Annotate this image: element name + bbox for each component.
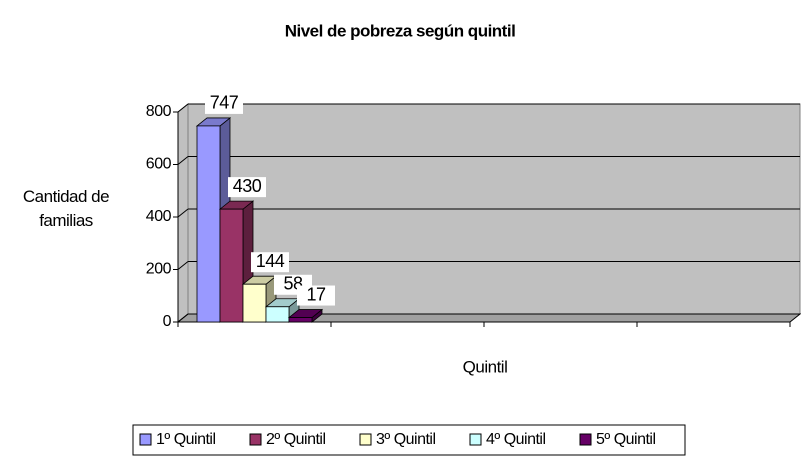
bar [242,283,267,323]
label-bg [251,252,289,273]
bar [219,208,244,323]
label-bg [228,177,266,198]
y-tick-label: 200 [146,261,172,278]
legend-box [132,424,686,456]
y-tick-label: 0 [163,313,172,330]
data-label: 430 [233,176,262,196]
legend-label: 5º Quintil [596,431,656,448]
bar [265,306,290,323]
grid-line [177,208,189,218]
data-label: 144 [256,251,285,271]
legend-label: 3º Quintil [376,431,436,448]
y-tick-label: 800 [146,103,172,120]
legend-swatch [469,433,482,446]
legend-label: 4º Quintil [486,431,546,448]
bar [288,317,313,323]
grid-line [177,103,189,113]
grid-line [177,261,189,270]
bar [196,125,221,323]
y-axis-label: Cantidad de familias [22,187,110,230]
legend-label: 2º Quintil [266,431,326,448]
data-label: 747 [210,93,239,113]
y-tick-label: 600 [146,156,172,173]
x-axis-label: Quintil [463,357,508,376]
chart-title: Nivel de pobreza según quintil [285,21,516,40]
label-bg [297,285,335,306]
y-tick-label: 400 [146,208,172,225]
legend-swatch [139,433,152,446]
legend-swatch [579,433,592,446]
legend-label: 1º Quintil [156,431,216,448]
legend-swatch [359,433,372,446]
label-bg [205,93,243,114]
legend-swatch [249,433,262,446]
grid-line [177,156,189,165]
data-label: 17 [306,284,326,304]
grid-line [177,313,189,323]
